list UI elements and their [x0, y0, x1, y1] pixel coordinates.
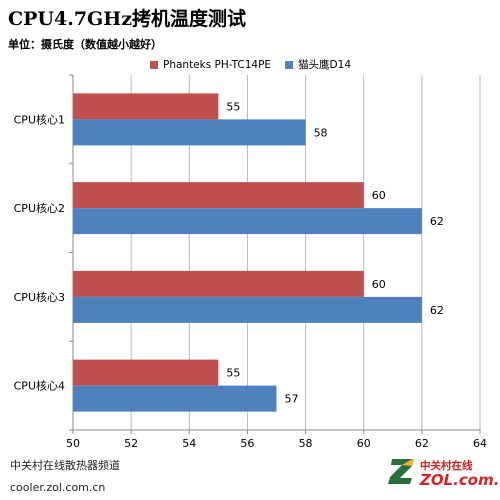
- legend-item-series-b: 猫头鹰D14: [285, 57, 351, 72]
- legend-label-series-a: Phanteks PH-TC14PE: [163, 58, 272, 71]
- chart-subtitle: 单位：摄氏度（数值越小越好）: [8, 38, 162, 51]
- zol-logo-icon: [388, 459, 414, 484]
- data-label: 55: [226, 367, 240, 380]
- x-tick-label: 60: [357, 437, 371, 450]
- data-label: 60: [372, 189, 386, 202]
- footer-channel-name: 中关村在线散热器频道: [10, 459, 120, 472]
- legend-label-series-b: 猫头鹰D14: [298, 59, 352, 71]
- bar-series-b: [73, 385, 277, 412]
- x-tick-label: 56: [240, 437, 254, 450]
- bar-series-a: [73, 93, 219, 120]
- data-label: 58: [314, 126, 328, 139]
- x-tick-label: 52: [124, 437, 138, 450]
- bar-series-b: [73, 208, 422, 235]
- data-label: 62: [430, 215, 444, 228]
- x-tick-label: 50: [66, 437, 80, 450]
- x-tick-label: 64: [473, 437, 487, 450]
- y-category-label: CPU核心3: [14, 290, 65, 304]
- legend-swatch-series-b: [285, 60, 294, 69]
- bar-series-a: [73, 182, 364, 209]
- y-category-label: CPU核心2: [14, 201, 65, 215]
- legend: Phanteks PH-TC14PE 猫头鹰D14: [150, 57, 351, 72]
- x-tick-label: 58: [299, 437, 313, 450]
- zol-logo: 中关村在线 ZOL.com.cn: [388, 452, 500, 494]
- legend-swatch-series-a: [150, 60, 158, 69]
- x-tick-label: 54: [182, 437, 196, 450]
- zol-logo-cn-text: 中关村在线: [420, 460, 473, 472]
- y-category-label: CPU核心4: [14, 379, 65, 393]
- legend-item-series-a: Phanteks PH-TC14PE: [150, 59, 271, 71]
- bar-series-b: [73, 119, 306, 146]
- data-label: 55: [226, 100, 240, 113]
- x-tick-label: 62: [415, 437, 429, 450]
- y-category-label: CPU核心1: [14, 112, 65, 126]
- data-label: 57: [285, 393, 299, 406]
- footer-site-url: cooler.zol.com.cn: [10, 481, 106, 494]
- chart-title: CPU4.7GHz拷机温度测试: [8, 8, 247, 30]
- zol-logo-en-text: ZOL.com.cn: [420, 471, 500, 489]
- bar-series-b: [73, 296, 422, 323]
- data-label: 62: [430, 304, 444, 317]
- bar-series-a: [73, 359, 219, 386]
- data-label: 60: [372, 278, 386, 291]
- bar-series-a: [73, 270, 364, 297]
